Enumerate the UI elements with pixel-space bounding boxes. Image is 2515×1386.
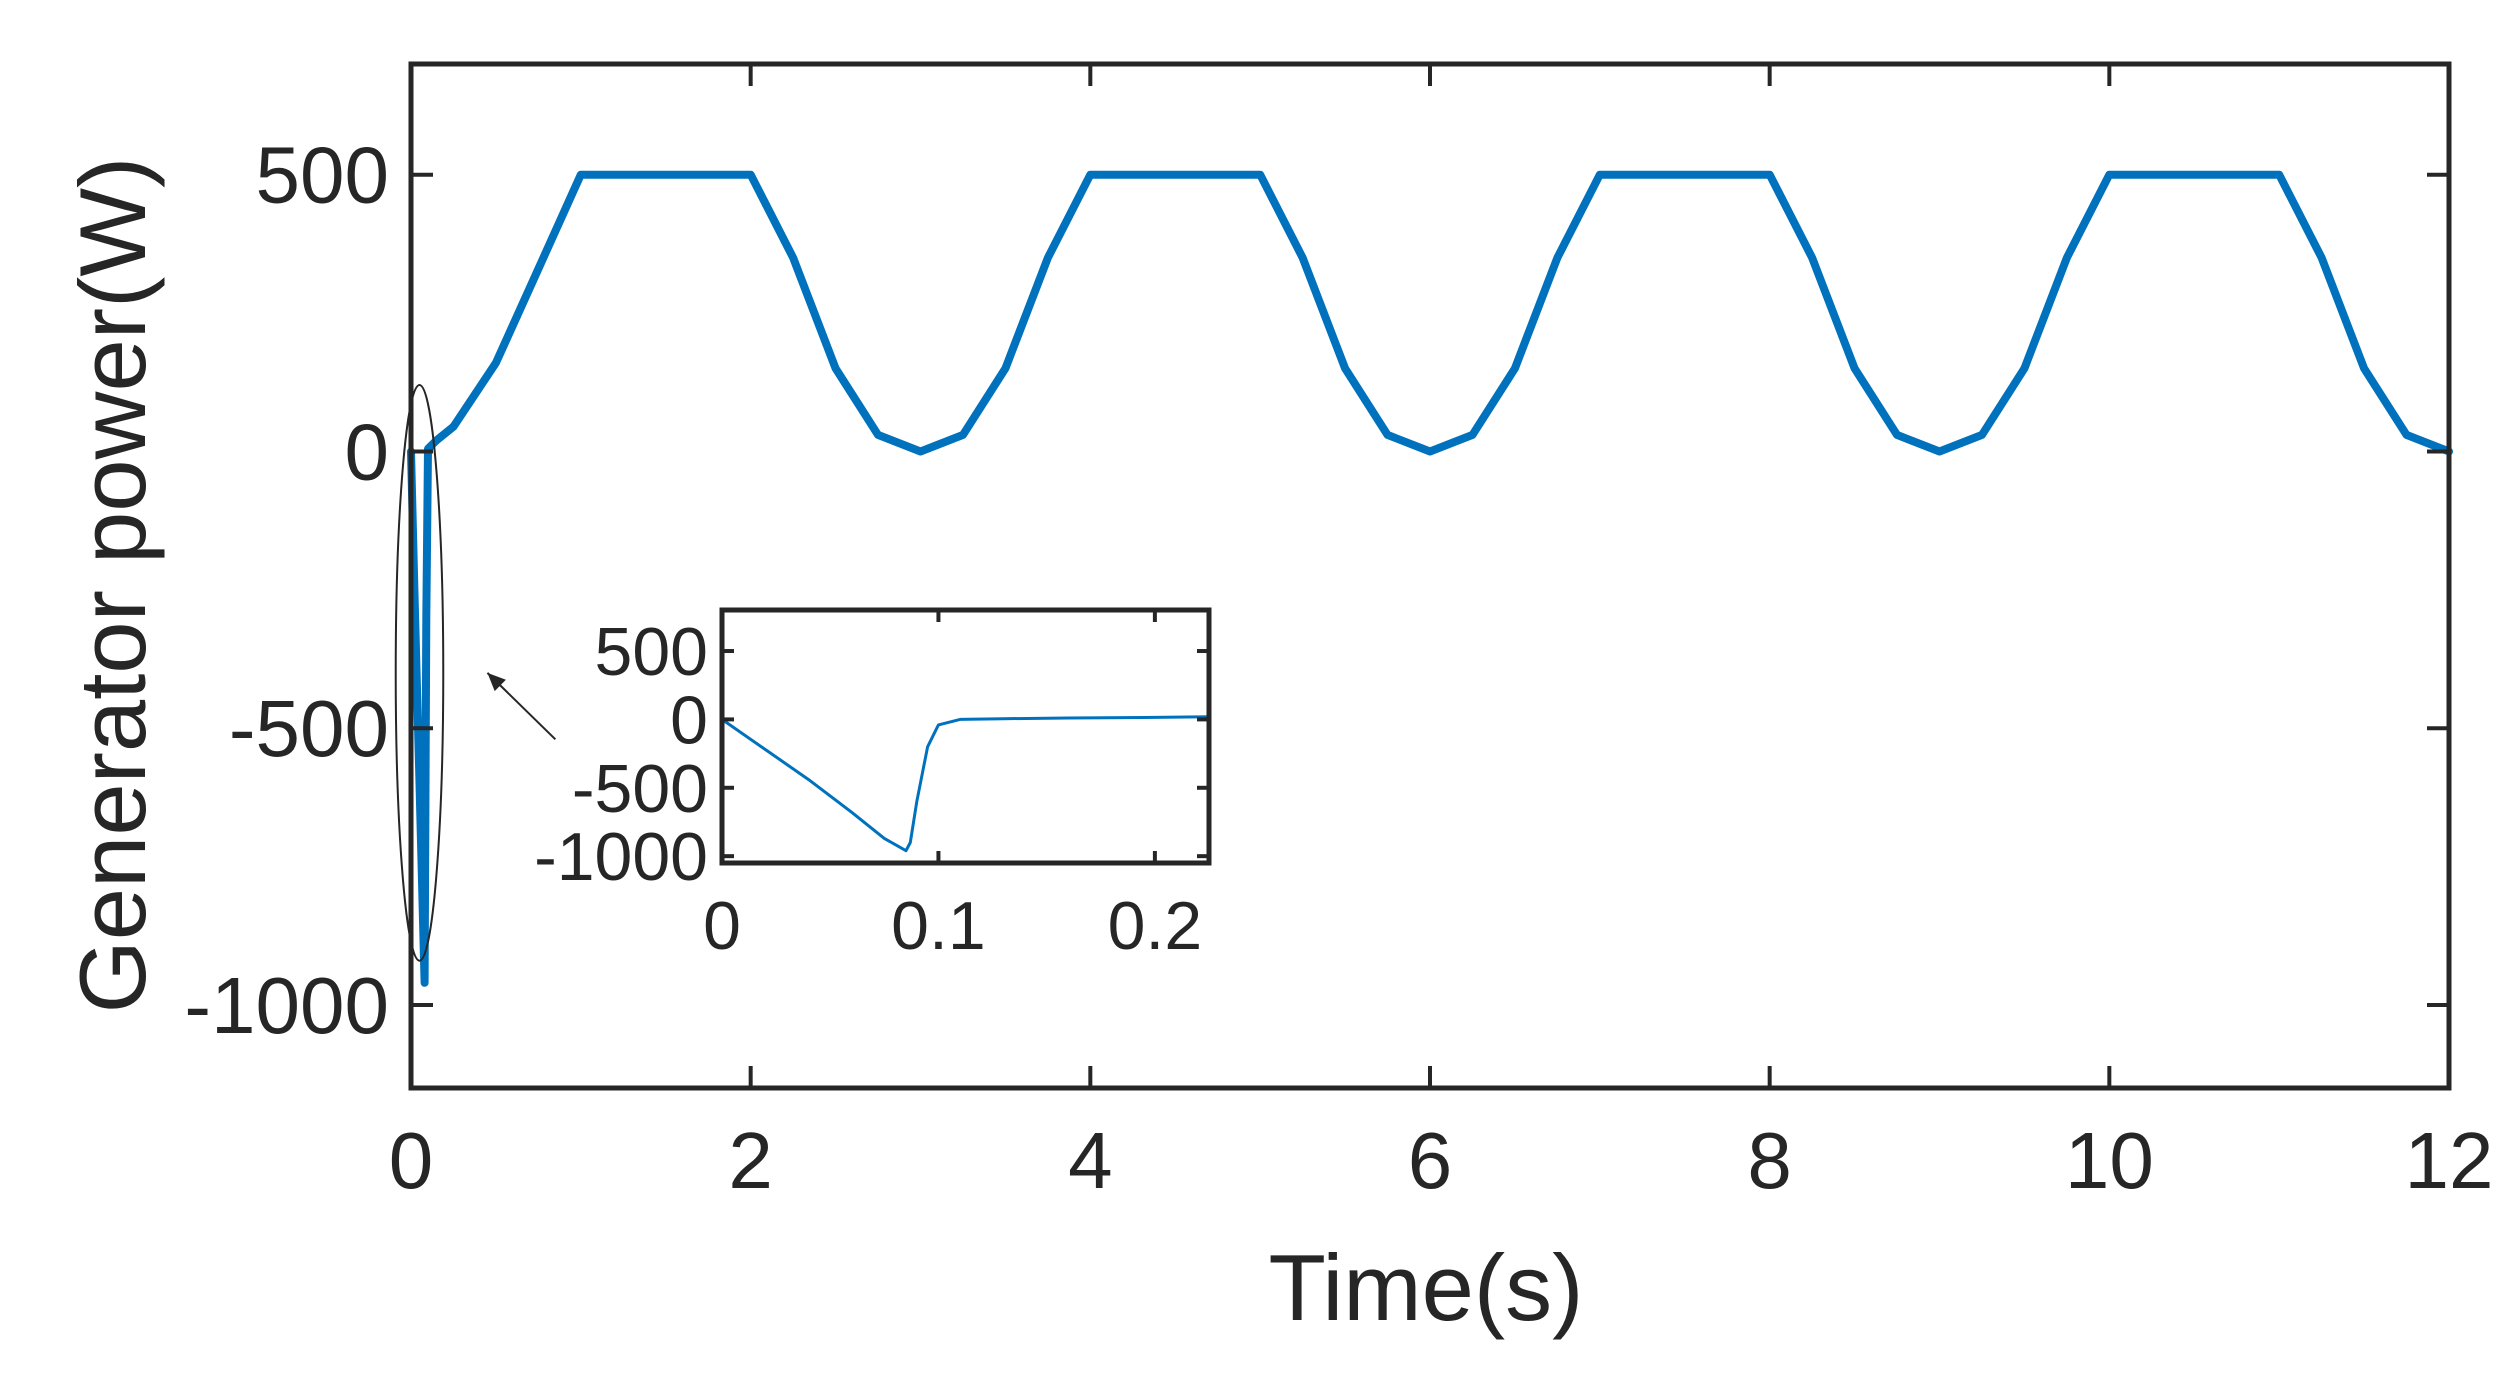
y-tick-label: -500 xyxy=(572,751,708,827)
inset-background xyxy=(722,610,1209,863)
y-tick-label: -500 xyxy=(229,684,389,773)
main-series-layer xyxy=(407,170,2453,987)
x-tick-label: 0.1 xyxy=(891,888,986,964)
main-annotations xyxy=(394,384,557,962)
x-tick-label: 0.2 xyxy=(1108,888,1203,964)
x-axis-title: Time(s) xyxy=(1268,1235,1583,1340)
y-tick-label: -1000 xyxy=(184,961,389,1050)
y-tick-label: 0 xyxy=(670,682,708,758)
x-tick-label: 0 xyxy=(703,888,741,964)
x-tick-label: 8 xyxy=(1747,1116,1792,1205)
y-axis-title: Generator power(W) xyxy=(60,157,165,1014)
x-tick-label: 6 xyxy=(1408,1116,1453,1205)
zoom-arrow-head xyxy=(487,672,506,692)
x-tick-label: 12 xyxy=(2405,1116,2494,1205)
x-tick-label: 0 xyxy=(389,1116,434,1205)
y-tick-label: 500 xyxy=(256,131,389,220)
x-tick-label: 2 xyxy=(728,1116,773,1205)
y-tick-label: -1000 xyxy=(534,819,708,895)
inset-series-layer xyxy=(720,715,1211,853)
series-line-0 xyxy=(720,715,1211,853)
zoom-ellipse xyxy=(394,384,445,962)
x-tick-label: 4 xyxy=(1068,1116,1113,1205)
x-tick-label: 10 xyxy=(2065,1116,2154,1205)
y-tick-label: 0 xyxy=(345,407,390,496)
y-tick-label: 500 xyxy=(595,614,708,690)
series-line-0 xyxy=(407,170,2453,987)
inset-plot-frame xyxy=(719,607,1212,866)
main-plot-frame xyxy=(408,61,2452,1091)
